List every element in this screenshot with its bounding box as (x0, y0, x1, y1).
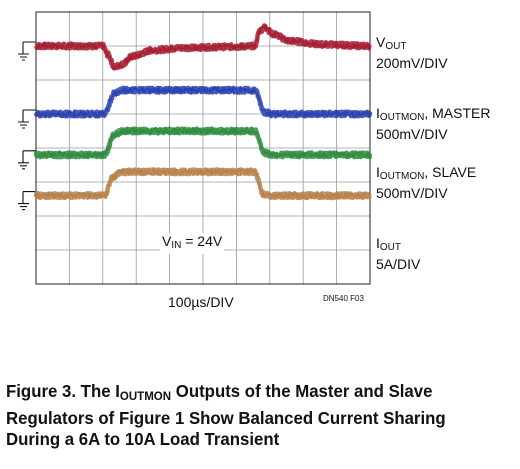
x-axis-label: 100µs/DIV (168, 294, 234, 310)
label-slave-tail: , SLAVE (424, 164, 477, 180)
label-slave-scale: 500mV/DIV (376, 185, 448, 201)
vin-annotation: VIN = 24V (160, 233, 225, 254)
label-master-sub: OUTMON (379, 112, 425, 123)
label-master-scale: 500mV/DIV (376, 126, 448, 142)
ground-icon (18, 109, 36, 129)
label-iout-sub: OUT (379, 242, 401, 253)
label-slave-main: I (376, 164, 380, 180)
vin-annotation-tail: = 24V (181, 233, 223, 249)
trace-iout-noise (35, 166, 371, 201)
caption-line-1: Figure 3. The IOUTMON Outputs of the Mas… (6, 381, 496, 408)
label-master-main: I (376, 105, 380, 121)
ground-icon (18, 191, 36, 211)
caption-line-2: Regulators of Figure 1 Show Balanced Cur… (6, 407, 446, 428)
trace-master-noise (35, 85, 371, 119)
label-vout-main: V (376, 34, 386, 50)
label-slave: IOUTMON, SLAVE 500mV/DIV (376, 164, 476, 201)
label-iout: IOUT 5A/DIV (376, 235, 420, 272)
label-vout-sub: OUT (385, 41, 407, 52)
trace-slave-noise (35, 126, 371, 160)
label-vout: VOUT 200mV/DIV (376, 34, 448, 71)
caption-line-1-a: Figure 3. The I (6, 381, 120, 401)
ground-markers (18, 41, 36, 211)
label-vout-scale: 200mV/DIV (376, 55, 448, 71)
ground-icon (18, 150, 36, 170)
traces (33, 23, 373, 201)
caption-line-1-b: Outputs of the Master and Slave (171, 381, 433, 401)
caption-line-3: During a 6A to 10A Load Transient (6, 429, 280, 449)
caption-line-1-sub: OUTMON (119, 389, 172, 403)
ground-icon (18, 41, 36, 61)
label-master-tail: , MASTER (424, 105, 491, 121)
vin-annotation-sub: IN (171, 240, 182, 251)
label-slave-sub: OUTMON (379, 171, 425, 182)
label-iout-main: I (376, 235, 380, 251)
vin-annotation-main: V (162, 233, 172, 249)
trace-vout-noise (35, 24, 371, 72)
figure-note: DN540 F03 (323, 294, 364, 303)
plot-border (35, 11, 371, 285)
figure-caption: Figure 3. The IOUTMON Outputs of the Mas… (6, 381, 496, 451)
label-iout-scale: 5A/DIV (376, 256, 421, 272)
label-master: IOUTMON, MASTER 500mV/DIV (376, 105, 490, 142)
